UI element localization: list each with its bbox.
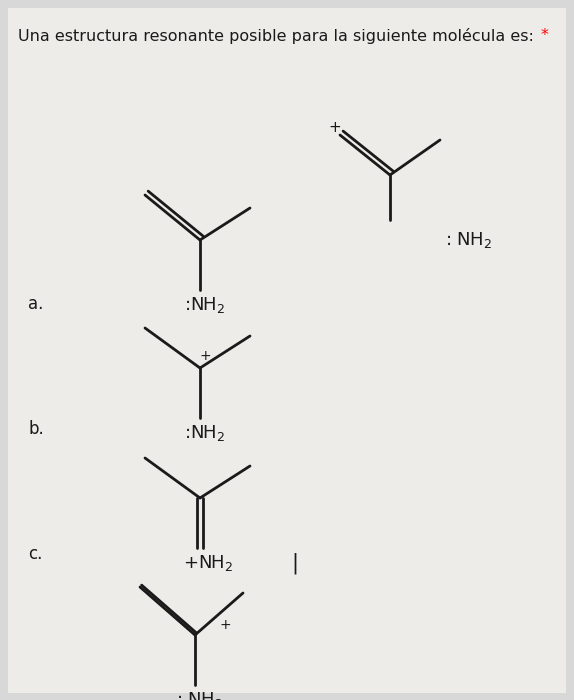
Text: : NH$_2$: : NH$_2$ <box>445 230 492 250</box>
Text: +NH$_2$: +NH$_2$ <box>183 553 233 573</box>
Text: +: + <box>219 618 231 632</box>
Text: |: | <box>292 552 298 573</box>
Text: +: + <box>329 120 342 134</box>
Text: : NH$_2$: : NH$_2$ <box>176 690 223 700</box>
Text: c.: c. <box>28 545 42 563</box>
Text: :NH$_2$: :NH$_2$ <box>184 423 226 443</box>
Text: Una estructura resonante posible para la siguiente molécula es:: Una estructura resonante posible para la… <box>18 28 539 44</box>
Text: *: * <box>540 28 548 43</box>
Text: +: + <box>199 349 211 363</box>
Text: :NH$_2$: :NH$_2$ <box>184 295 226 315</box>
FancyBboxPatch shape <box>8 8 566 693</box>
Text: a.: a. <box>28 295 44 313</box>
Text: b.: b. <box>28 420 44 438</box>
